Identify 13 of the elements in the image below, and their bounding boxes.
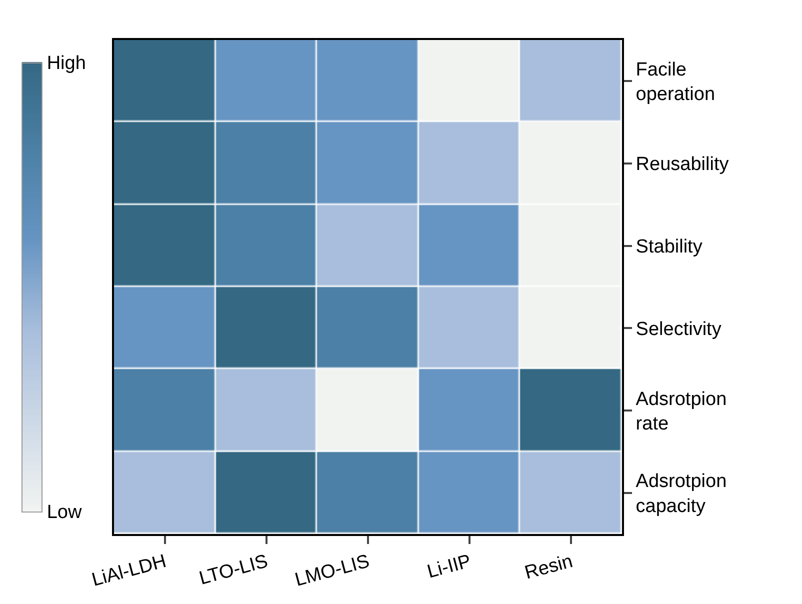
y-tick-label: Stability <box>636 236 703 258</box>
y-tick-label: Selectivity <box>636 318 722 340</box>
color-bar-label: High <box>46 53 86 74</box>
x-tick-label: LMO-LIS <box>292 551 372 591</box>
x-tick-label: Resin <box>522 551 575 584</box>
x-tick-label: LTO-LIS <box>197 551 270 590</box>
y-tick-label: Reusability <box>636 154 730 176</box>
color-bar-label: Low <box>46 502 82 524</box>
y-tick-label: Facile operation <box>636 59 716 106</box>
y-tick-label: Adsrotpion rate <box>636 388 727 434</box>
x-tick-label: LiAl-LDH <box>90 551 169 591</box>
y-tick-label: Adsrotpion capacity <box>636 471 727 517</box>
x-tick-label: Li-IIP <box>425 551 474 583</box>
